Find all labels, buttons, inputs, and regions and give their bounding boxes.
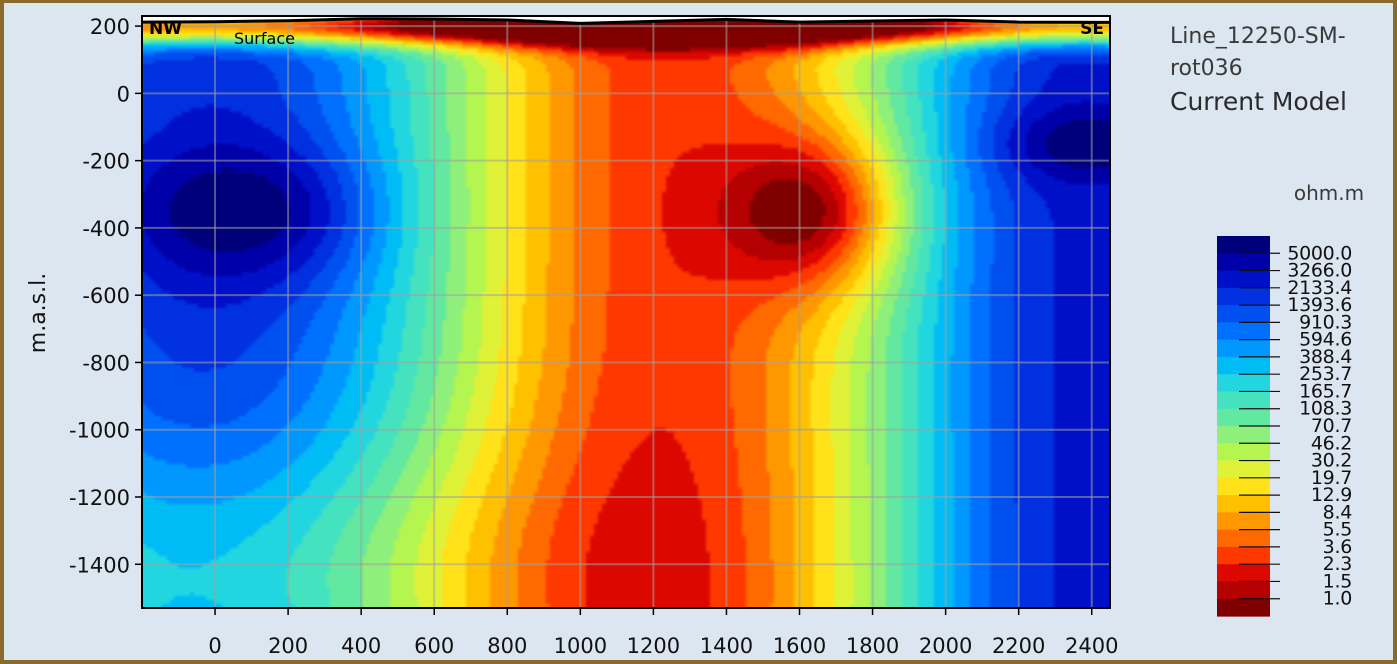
x-tick-label: 200 — [268, 634, 308, 658]
colorbar-band — [1217, 408, 1270, 427]
colorbar-band — [1217, 529, 1270, 548]
resistivity-heatmap — [142, 16, 1110, 608]
colorbar-label: 12.9 — [1311, 484, 1352, 506]
colorbar-label: 70.7 — [1311, 415, 1352, 437]
chart-subtitle: Current Model — [1170, 87, 1347, 116]
y-tick-label: 200 — [90, 15, 130, 39]
colorbar-label: 5.5 — [1323, 519, 1352, 541]
colorbar-label: 1.0 — [1323, 588, 1352, 610]
chart-title-line-2: rot036 — [1170, 56, 1243, 81]
colorbar-band — [1217, 512, 1270, 531]
plot-border — [141, 15, 1111, 609]
x-tick-label: 0 — [208, 634, 221, 658]
colorbar-band — [1217, 391, 1270, 410]
y-axis-ticks: 200 0 -200 -400 -600 -800 -1000 -1200 -1400 — [69, 15, 142, 577]
y-tick-label: -400 — [82, 217, 130, 241]
x-tick-label: 1000 — [554, 634, 607, 658]
colorbar-band — [1217, 598, 1270, 617]
colorbar-band — [1217, 339, 1270, 358]
colorbar-band — [1217, 495, 1270, 513]
colorbar-label: 46.2 — [1311, 432, 1352, 454]
colorbar-label: 388.4 — [1299, 346, 1352, 368]
colorbar-label: 253.7 — [1299, 363, 1352, 385]
colorbar-band — [1217, 443, 1270, 462]
chart-title-line-1: Line_12250-SM- — [1170, 24, 1346, 49]
nw-label: NW — [149, 19, 182, 39]
y-tick-label: -200 — [82, 150, 130, 174]
x-tick-label: 600 — [414, 634, 454, 658]
colorbar-band — [1217, 426, 1270, 444]
colorbar-label: 165.7 — [1299, 380, 1352, 402]
colorbar-band — [1217, 322, 1270, 341]
colorbar-label: 108.3 — [1299, 398, 1352, 420]
se-label: SE — [1080, 19, 1104, 39]
y-tick-label: -1000 — [69, 419, 130, 443]
colorbar-band — [1217, 564, 1270, 583]
resistivity-chart: NW SE Surface 0 200 400 600 800 1000 1200 1400 1… — [26, 15, 1364, 658]
surface-line — [142, 17, 1110, 25]
colorbar-label: 8.4 — [1323, 501, 1353, 523]
colorbar-label: 1.5 — [1323, 570, 1352, 592]
y-tick-label: -1400 — [69, 553, 130, 577]
x-tick-label: 1200 — [627, 634, 680, 658]
colorbar-label: 2.3 — [1323, 553, 1352, 575]
colorbar-band — [1217, 546, 1270, 565]
colorbar-label: 3.6 — [1323, 536, 1352, 558]
colorbar-labels: 5000.03266.02133.41393.6910.3594.6388.42… — [1239, 242, 1353, 610]
y-axis-label: m.a.s.l. — [26, 273, 51, 353]
grid-lines — [142, 16, 1110, 608]
colorbar-label: 5000.0 — [1287, 242, 1352, 264]
y-tick-label: -1200 — [69, 486, 130, 510]
y-tick-label: 0 — [117, 82, 130, 106]
colorbar-unit: ohm.m — [1294, 181, 1364, 205]
colorbar-band — [1217, 374, 1270, 393]
colorbar-label: 3266.0 — [1287, 260, 1352, 282]
colorbar-band — [1217, 460, 1270, 479]
colorbar-label: 2133.4 — [1287, 277, 1352, 299]
x-tick-label: 400 — [341, 634, 381, 658]
colorbar-label: 594.6 — [1299, 329, 1352, 351]
colorbar-band — [1217, 581, 1270, 600]
y-tick-label: -800 — [82, 351, 130, 375]
colorbar-band — [1217, 236, 1270, 254]
colorbar-band — [1217, 287, 1270, 306]
x-tick-label: 2000 — [919, 634, 972, 658]
x-tick-label: 2400 — [1065, 634, 1118, 658]
colorbar — [1217, 236, 1270, 617]
colorbar-label: 910.3 — [1299, 311, 1352, 333]
colorbar-label: 1393.6 — [1287, 294, 1352, 316]
colorbar-band — [1217, 270, 1270, 289]
x-tick-label: 1600 — [773, 634, 826, 658]
x-tick-label: 800 — [487, 634, 527, 658]
x-tick-label: 1400 — [700, 634, 753, 658]
colorbar-band — [1217, 356, 1270, 375]
colorbar-band — [1217, 477, 1270, 496]
colorbar-band — [1217, 305, 1270, 323]
x-tick-label: 1800 — [846, 634, 899, 658]
x-tick-label: 2200 — [992, 634, 1045, 658]
surface-label: Surface — [234, 29, 295, 48]
y-tick-label: -600 — [82, 284, 130, 308]
colorbar-label: 30.2 — [1311, 450, 1352, 472]
colorbar-band — [1217, 253, 1270, 272]
colorbar-label: 19.7 — [1311, 467, 1352, 489]
x-axis-ticks: 0 200 400 600 800 1000 1200 1400 1600 1800 2000 220… — [208, 608, 1118, 658]
